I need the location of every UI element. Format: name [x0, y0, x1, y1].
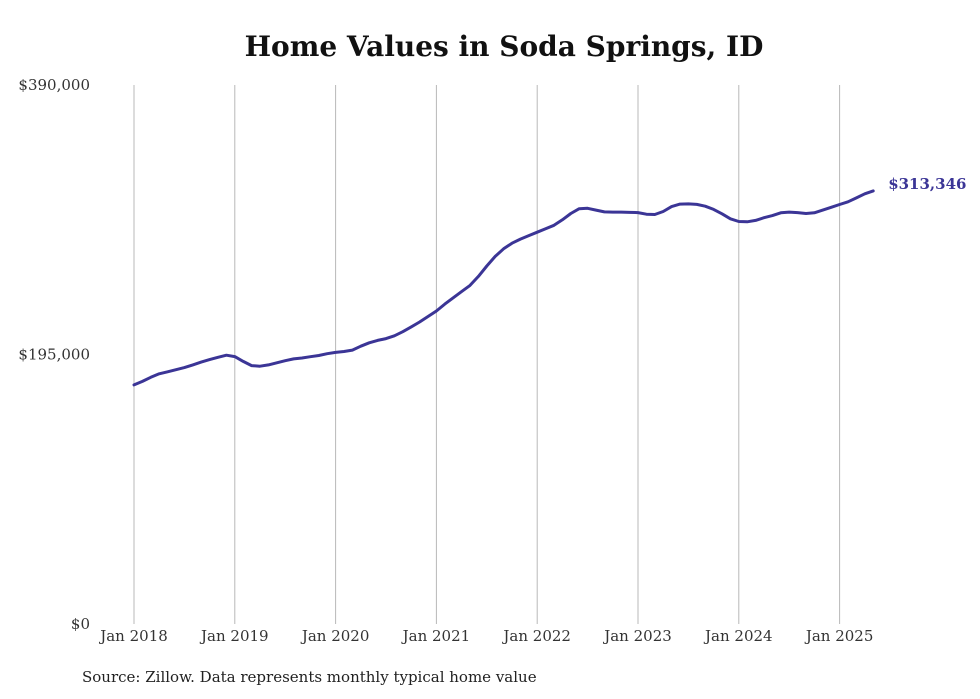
x-tick-label: Jan 2025 — [804, 627, 874, 645]
x-tick-label: Jan 2023 — [602, 627, 672, 645]
x-tick-label: Jan 2020 — [300, 627, 370, 645]
x-tick-label: Jan 2024 — [703, 627, 773, 645]
x-tick-label: Jan 2021 — [401, 627, 471, 645]
y-tick-label: $195,000 — [18, 346, 90, 364]
series-line — [132, 189, 875, 387]
end-value-label: $313,346 — [888, 175, 966, 193]
x-tick-label: Jan 2018 — [98, 627, 168, 645]
chart-title: Home Values in Soda Springs, ID — [244, 30, 764, 63]
source-note: Source: Zillow. Data represents monthly … — [82, 668, 537, 686]
y-tick-label: $390,000 — [18, 76, 90, 94]
x-tick-label: Jan 2019 — [199, 627, 269, 645]
x-tick-label: Jan 2022 — [501, 627, 571, 645]
y-tick-label: $0 — [71, 615, 90, 633]
